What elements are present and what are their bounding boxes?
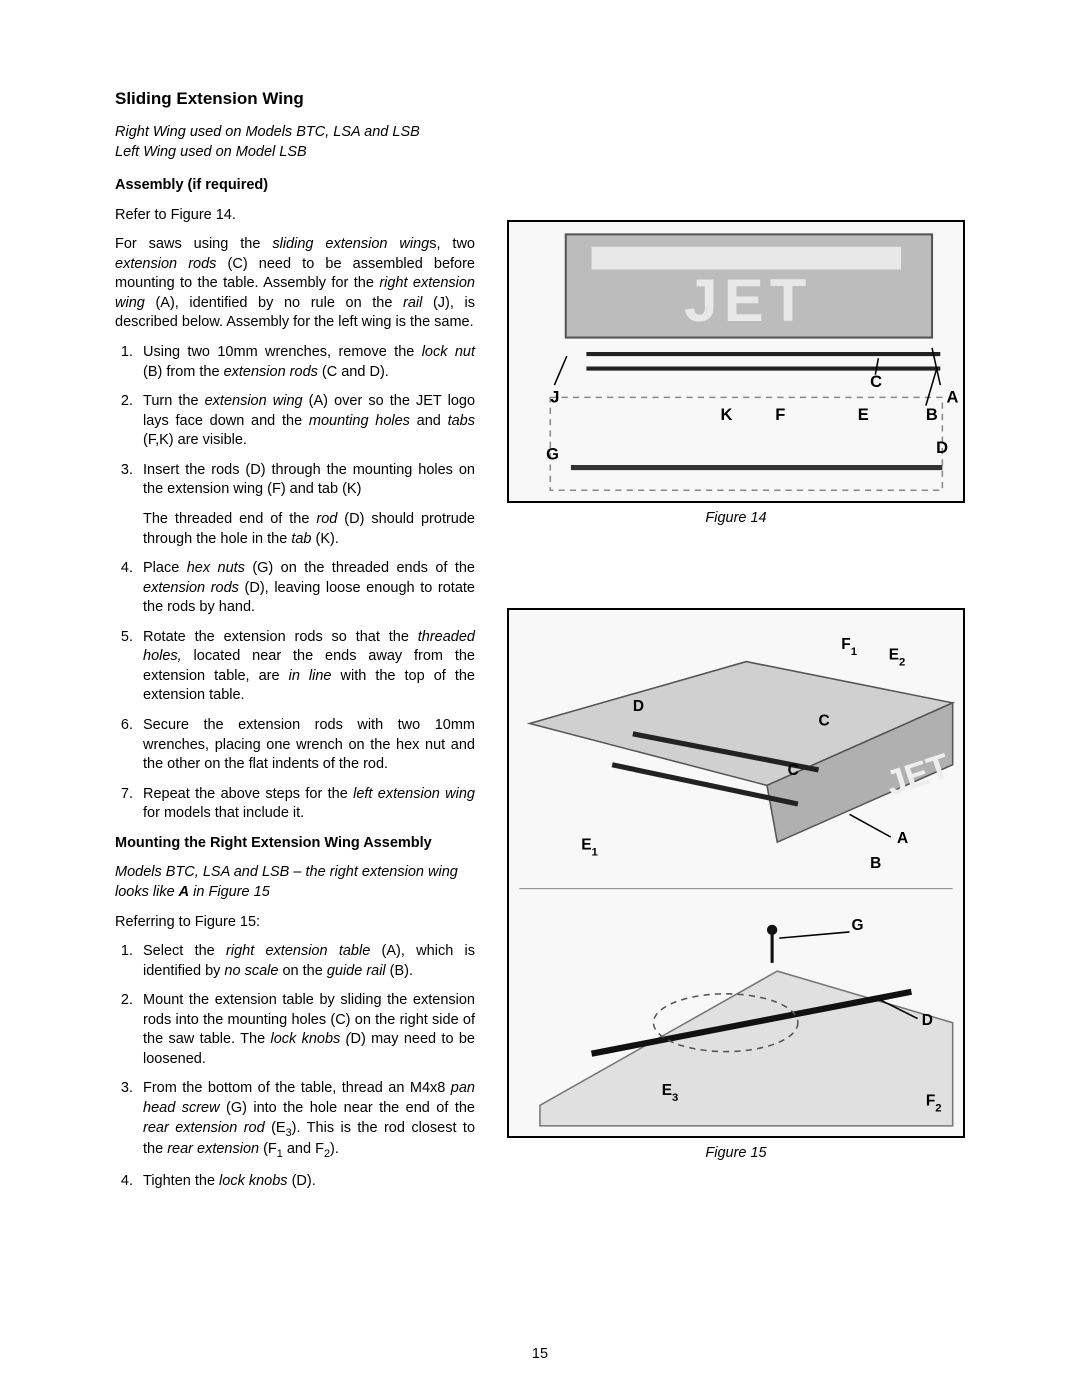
subtitle-line: Left Wing used on Model LSB (115, 144, 307, 160)
subtitle-line: Right Wing used on Models BTC, LSA and L… (115, 124, 420, 140)
intro-paragraph: For saws using the sliding extension win… (115, 235, 475, 333)
manual-page: Sliding Extension Wing Right Wing used o… (0, 0, 1080, 1397)
svg-text:C: C (788, 762, 799, 779)
figure-14-diagram: JET J G K F E C B A D (507, 220, 965, 503)
step-item: From the bottom of the table, thread an … (137, 1079, 475, 1161)
svg-text:B: B (870, 855, 881, 872)
svg-text:C: C (819, 713, 830, 730)
step-item: Insert the rods (D) through the mounting… (137, 461, 475, 549)
figure-15: JET F1 E2 D C C E1 A B (507, 608, 965, 1164)
svg-text:C: C (870, 373, 882, 391)
section-subtitle: Right Wing used on Models BTC, LSA and L… (115, 123, 475, 162)
svg-text:D: D (936, 439, 948, 457)
refer-text: Refer to Figure 14. (115, 206, 475, 226)
svg-text:D: D (633, 698, 644, 715)
figure-15-diagram: JET F1 E2 D C C E1 A B (507, 608, 965, 1138)
refer-text: Referring to Figure 15: (115, 913, 475, 933)
section-heading: Sliding Extension Wing (115, 88, 475, 111)
svg-text:E: E (858, 406, 869, 424)
svg-text:B: B (926, 406, 938, 424)
figure-caption: Figure 15 (507, 1144, 965, 1164)
step-item: Rotate the extension rods so that the th… (137, 628, 475, 706)
svg-text:A: A (946, 389, 958, 407)
svg-text:JET: JET (684, 267, 812, 334)
svg-text:D: D (922, 1012, 933, 1029)
svg-text:A: A (897, 830, 908, 847)
step-item: Select the right extension table (A), wh… (137, 942, 475, 981)
step-item: Repeat the above steps for the left exte… (137, 785, 475, 824)
svg-text:J: J (550, 389, 559, 407)
assembly-steps: Using two 10mm wrenches, remove the lock… (115, 343, 475, 824)
step-item: Using two 10mm wrenches, remove the lock… (137, 343, 475, 382)
svg-text:F: F (775, 406, 785, 424)
text-column: Sliding Extension Wing Right Wing used o… (115, 88, 475, 1201)
figure-caption: Figure 14 (507, 509, 965, 529)
svg-text:G: G (546, 445, 559, 463)
page-number: 15 (0, 1345, 1080, 1365)
step-item: Mount the extension table by sliding the… (137, 991, 475, 1069)
mounting-heading: Mounting the Right Extension Wing Assemb… (115, 834, 475, 854)
figure-column: JET J G K F E C B A D (507, 88, 965, 1201)
svg-text:G: G (852, 917, 864, 934)
svg-text:K: K (721, 406, 733, 424)
step-item: Turn the extension wing (A) over so the … (137, 392, 475, 451)
figure-14: JET J G K F E C B A D (507, 220, 965, 528)
mounting-steps: Select the right extension table (A), wh… (115, 942, 475, 1191)
step-item: Place hex nuts (G) on the threaded ends … (137, 559, 475, 618)
step-item: Secure the extension rods with two 10mm … (137, 716, 475, 775)
step-subtext: The threaded end of the rod (D) should p… (143, 510, 475, 549)
assembly-heading: Assembly (if required) (115, 176, 475, 196)
two-column-layout: Sliding Extension Wing Right Wing used o… (115, 88, 965, 1201)
mounting-subtitle: Models BTC, LSA and LSB – the right exte… (115, 863, 475, 902)
step-item: Tighten the lock knobs (D). (137, 1172, 475, 1192)
